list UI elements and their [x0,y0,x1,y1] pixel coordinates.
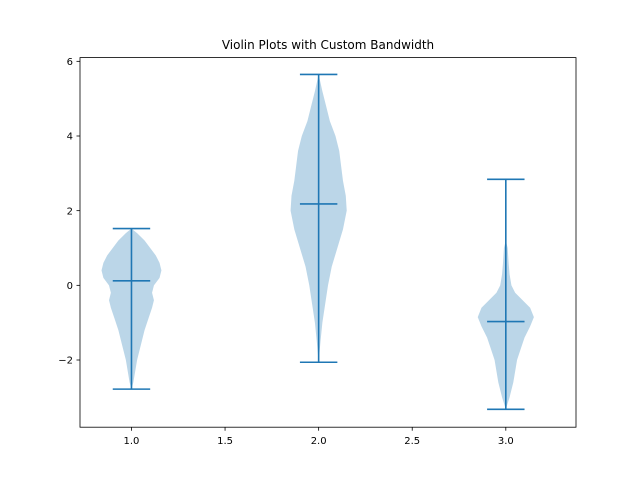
plot-area [101,73,534,411]
violin-3 [477,178,534,411]
y-tick-label: −2 [58,356,73,367]
x-tick-label: 1.0 [124,436,140,447]
axes-frame [79,57,577,428]
chart-title: Violin Plots with Custom Bandwidth [222,38,434,52]
x-tick-label: 3.0 [498,436,514,447]
violin-2 [290,73,347,364]
y-tick-label: 0 [67,281,73,292]
violin-1 [101,227,162,390]
y-axis: −2 0 2 4 6 [58,57,80,367]
x-tick-label: 2.5 [404,436,420,447]
x-axis: 1.0 1.5 2.0 2.5 3.0 [124,427,514,447]
y-tick-label: 2 [67,206,73,217]
x-tick-label: 2.0 [311,436,327,447]
x-tick-label: 1.5 [217,436,233,447]
y-tick-label: 6 [67,57,73,68]
y-tick-label: 4 [67,132,73,143]
